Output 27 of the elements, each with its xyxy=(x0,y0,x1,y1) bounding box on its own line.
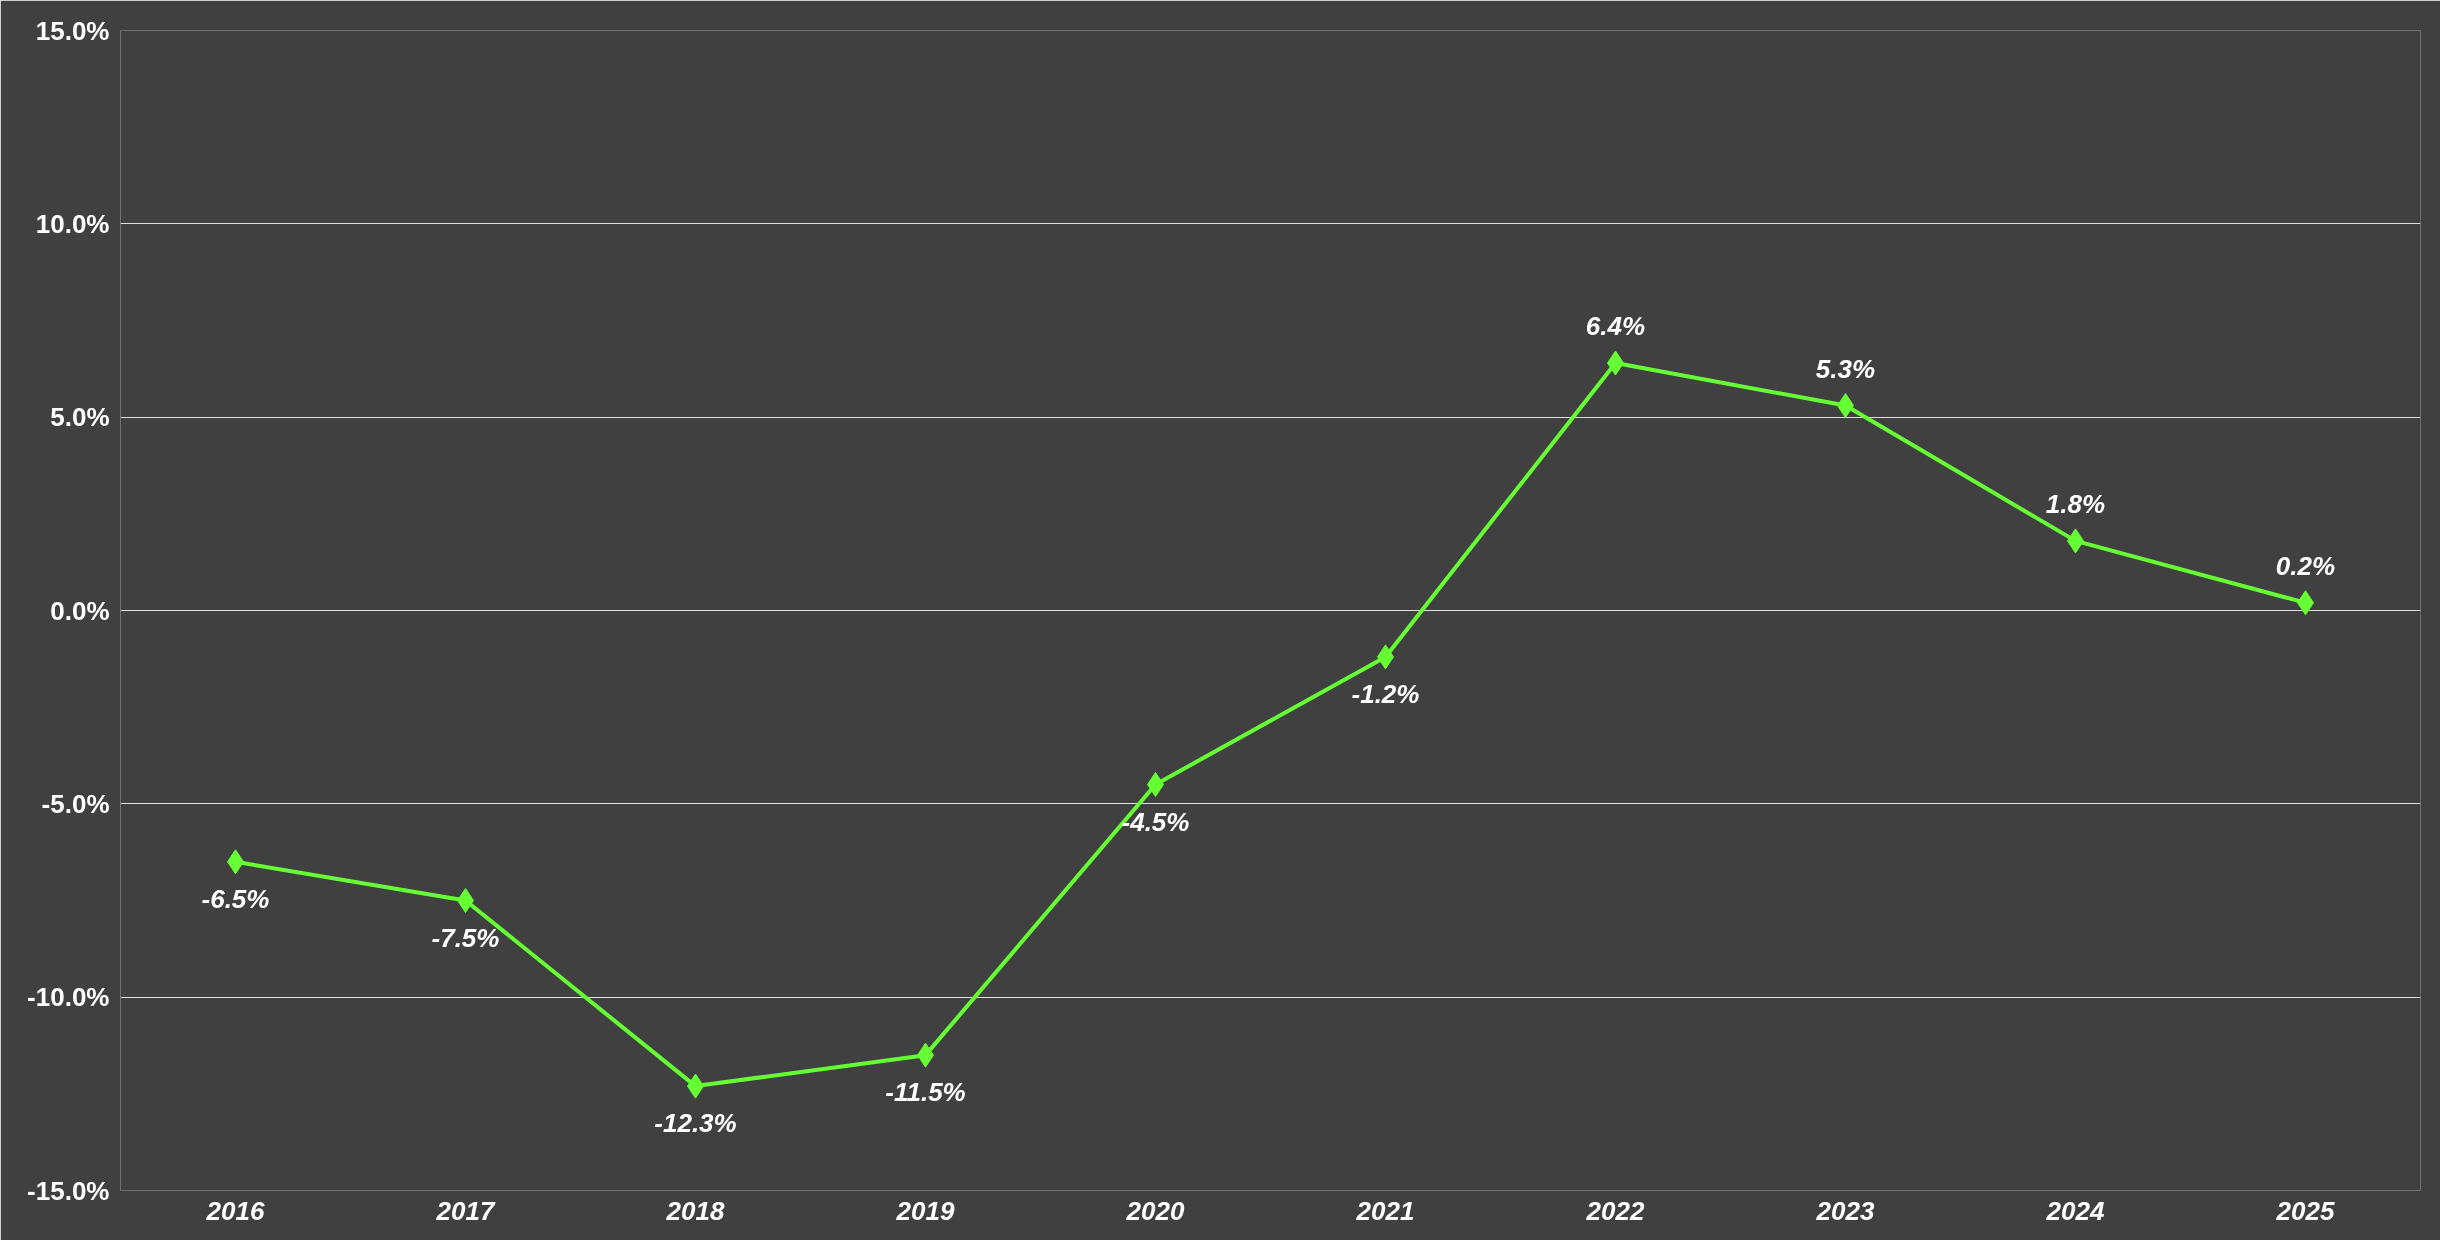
data-label: 6.4% xyxy=(1585,311,1646,342)
y-tick-label: -5.0% xyxy=(41,788,110,819)
x-tick-label: 2025 xyxy=(2275,1195,2335,1226)
y-tick-label: 0.0% xyxy=(50,595,110,626)
data-label: 1.8% xyxy=(2045,488,2106,519)
data-label: -6.5% xyxy=(201,883,270,914)
x-tick-label: 2020 xyxy=(1125,1195,1185,1226)
data-label: -12.3% xyxy=(654,1108,737,1139)
data-label: -1.2% xyxy=(1351,678,1420,709)
x-tick-label: 2021 xyxy=(1355,1195,1415,1226)
y-tick-label: 10.0% xyxy=(35,208,110,239)
x-tick-label: 2024 xyxy=(2045,1195,2105,1226)
data-label: 5.3% xyxy=(1815,353,1876,384)
y-tick-label: -10.0% xyxy=(27,982,110,1013)
x-tick-label: 2017 xyxy=(435,1195,496,1226)
data-label: 0.2% xyxy=(2275,550,2336,581)
x-tick-label: 2022 xyxy=(1585,1195,1645,1226)
data-label: -11.5% xyxy=(885,1077,966,1108)
x-tick-label: 2019 xyxy=(895,1195,955,1226)
y-tick-label: 5.0% xyxy=(50,402,110,433)
data-label: -7.5% xyxy=(431,922,500,953)
y-tick-label: 15.0% xyxy=(35,15,110,46)
data-label: -4.5% xyxy=(1121,806,1190,837)
y-tick-label: -15.0% xyxy=(27,1175,110,1206)
x-tick-label: 2023 xyxy=(1815,1195,1875,1226)
x-tick-label: 2018 xyxy=(665,1195,725,1226)
x-tick-label: 2016 xyxy=(205,1195,265,1226)
